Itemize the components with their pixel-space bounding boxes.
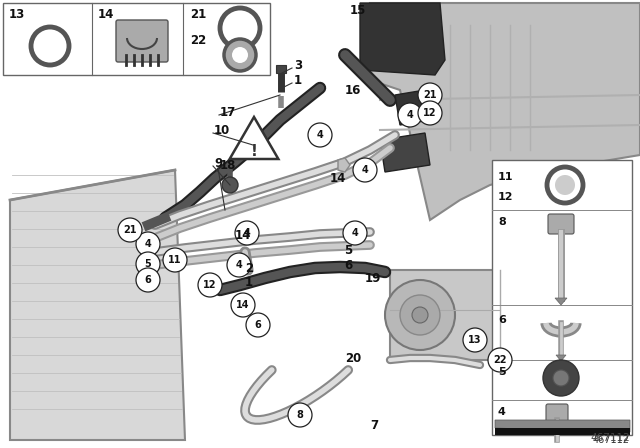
Polygon shape <box>338 158 350 172</box>
Circle shape <box>198 273 222 297</box>
Polygon shape <box>495 420 630 432</box>
Circle shape <box>235 221 259 245</box>
Circle shape <box>308 123 332 147</box>
Circle shape <box>418 83 442 107</box>
Text: 14: 14 <box>98 8 115 21</box>
FancyBboxPatch shape <box>492 160 632 435</box>
Text: 16: 16 <box>345 83 362 96</box>
Polygon shape <box>555 298 567 305</box>
Text: 13: 13 <box>9 8 25 21</box>
Polygon shape <box>495 428 630 435</box>
FancyBboxPatch shape <box>116 20 168 62</box>
Polygon shape <box>556 355 566 361</box>
Polygon shape <box>395 90 430 125</box>
Circle shape <box>418 101 442 125</box>
Text: 4: 4 <box>244 228 250 238</box>
Text: 20: 20 <box>345 352 361 365</box>
Text: 4: 4 <box>351 228 358 238</box>
Circle shape <box>222 177 238 193</box>
Circle shape <box>353 158 377 182</box>
Circle shape <box>231 293 255 317</box>
Text: 4: 4 <box>317 130 323 140</box>
Text: 5: 5 <box>344 244 352 257</box>
Circle shape <box>227 253 251 277</box>
Text: 5: 5 <box>145 259 152 269</box>
FancyBboxPatch shape <box>546 404 568 422</box>
Text: 12: 12 <box>498 192 513 202</box>
Text: 21: 21 <box>124 225 137 235</box>
Circle shape <box>118 218 142 242</box>
Circle shape <box>224 39 256 71</box>
Circle shape <box>553 370 569 386</box>
Text: 5: 5 <box>498 367 506 377</box>
Circle shape <box>463 328 487 352</box>
Text: 13: 13 <box>468 335 482 345</box>
Circle shape <box>385 280 455 350</box>
Polygon shape <box>360 3 445 75</box>
Text: 8: 8 <box>296 410 303 420</box>
Circle shape <box>136 252 160 276</box>
Text: 6: 6 <box>145 275 152 285</box>
Text: 11: 11 <box>168 255 182 265</box>
Circle shape <box>288 403 312 427</box>
Circle shape <box>400 295 440 335</box>
Circle shape <box>488 348 512 372</box>
Text: 9: 9 <box>214 156 222 169</box>
Text: 6: 6 <box>255 320 261 330</box>
Circle shape <box>232 47 248 63</box>
Text: 4: 4 <box>498 407 506 417</box>
Text: 21: 21 <box>423 90 436 100</box>
Text: 4: 4 <box>362 165 369 175</box>
Polygon shape <box>370 3 640 220</box>
Text: 17: 17 <box>220 105 236 119</box>
Circle shape <box>163 248 187 272</box>
Text: 14: 14 <box>235 228 252 241</box>
Text: 8: 8 <box>498 217 506 227</box>
Circle shape <box>412 307 428 323</box>
Polygon shape <box>380 133 430 172</box>
Text: 3: 3 <box>294 59 302 72</box>
Text: !: ! <box>251 143 257 159</box>
Text: 15: 15 <box>350 4 366 17</box>
Text: 7: 7 <box>370 418 378 431</box>
Text: 12: 12 <box>423 108 436 118</box>
Text: 4: 4 <box>236 260 243 270</box>
Text: 2: 2 <box>245 262 253 275</box>
FancyBboxPatch shape <box>390 270 500 360</box>
Circle shape <box>543 360 579 396</box>
Circle shape <box>555 175 575 195</box>
Text: 467112: 467112 <box>593 435 630 445</box>
Text: 6: 6 <box>498 315 506 325</box>
Text: 21: 21 <box>190 8 206 21</box>
Text: 22: 22 <box>493 355 507 365</box>
Text: 467112: 467112 <box>590 433 630 443</box>
Text: 4: 4 <box>145 239 152 249</box>
FancyBboxPatch shape <box>276 65 286 73</box>
FancyBboxPatch shape <box>3 3 270 75</box>
Text: 18: 18 <box>220 159 236 172</box>
Text: 10: 10 <box>214 124 230 137</box>
Circle shape <box>343 221 367 245</box>
FancyBboxPatch shape <box>548 214 574 234</box>
Polygon shape <box>230 117 278 159</box>
Polygon shape <box>10 170 185 440</box>
Text: 14: 14 <box>236 300 250 310</box>
Text: 11: 11 <box>498 172 513 182</box>
Text: 12: 12 <box>204 280 217 290</box>
Text: 6: 6 <box>344 258 352 271</box>
Text: 1: 1 <box>294 73 302 86</box>
Circle shape <box>398 103 422 127</box>
Circle shape <box>246 313 270 337</box>
Text: 4: 4 <box>406 110 413 120</box>
Text: 22: 22 <box>190 34 206 47</box>
Text: 1: 1 <box>245 276 253 289</box>
Text: 14: 14 <box>330 172 346 185</box>
Circle shape <box>136 268 160 292</box>
Text: 19: 19 <box>365 271 381 284</box>
Circle shape <box>136 232 160 256</box>
